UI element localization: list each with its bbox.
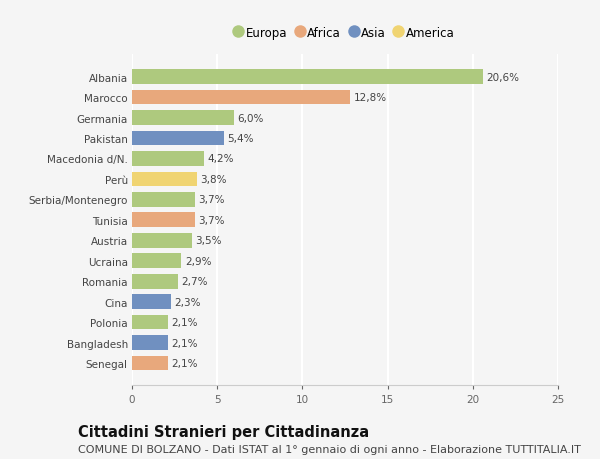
Bar xyxy=(132,172,197,187)
Text: 20,6%: 20,6% xyxy=(487,73,520,83)
Bar xyxy=(132,295,171,309)
Text: 3,7%: 3,7% xyxy=(199,215,225,225)
Text: 2,7%: 2,7% xyxy=(181,277,208,286)
Text: 12,8%: 12,8% xyxy=(353,93,386,103)
Bar xyxy=(132,315,168,330)
Text: 2,1%: 2,1% xyxy=(171,317,197,327)
Text: 2,1%: 2,1% xyxy=(171,338,197,348)
Bar xyxy=(132,90,350,105)
Text: 2,3%: 2,3% xyxy=(175,297,201,307)
Bar xyxy=(132,233,191,248)
Legend: Europa, Africa, Asia, America: Europa, Africa, Asia, America xyxy=(233,25,457,42)
Bar xyxy=(132,193,195,207)
Text: 6,0%: 6,0% xyxy=(238,113,264,123)
Bar xyxy=(132,131,224,146)
Bar xyxy=(132,152,203,167)
Bar xyxy=(132,356,168,370)
Bar xyxy=(132,70,483,85)
Text: 3,7%: 3,7% xyxy=(199,195,225,205)
Bar xyxy=(132,111,234,126)
Bar xyxy=(132,213,195,228)
Text: 2,1%: 2,1% xyxy=(171,358,197,368)
Text: 3,8%: 3,8% xyxy=(200,174,227,185)
Bar xyxy=(132,336,168,350)
Text: Cittadini Stranieri per Cittadinanza: Cittadini Stranieri per Cittadinanza xyxy=(78,425,369,440)
Text: COMUNE DI BOLZANO - Dati ISTAT al 1° gennaio di ogni anno - Elaborazione TUTTITA: COMUNE DI BOLZANO - Dati ISTAT al 1° gen… xyxy=(78,444,581,454)
Text: 3,5%: 3,5% xyxy=(195,236,221,246)
Bar xyxy=(132,274,178,289)
Text: 4,2%: 4,2% xyxy=(207,154,233,164)
Text: 2,9%: 2,9% xyxy=(185,256,211,266)
Text: 5,4%: 5,4% xyxy=(227,134,254,144)
Bar xyxy=(132,254,181,269)
